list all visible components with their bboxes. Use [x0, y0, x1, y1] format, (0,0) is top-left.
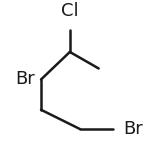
Text: Br: Br: [123, 120, 143, 138]
Text: Cl: Cl: [61, 2, 79, 20]
Text: Br: Br: [15, 70, 35, 89]
